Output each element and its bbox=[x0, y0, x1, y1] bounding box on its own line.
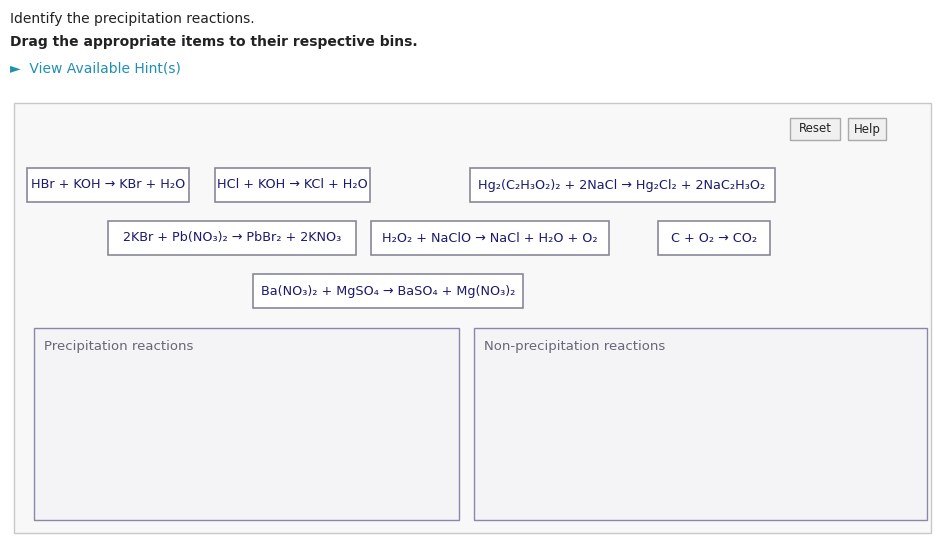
Bar bbox=[108, 221, 356, 255]
Text: Reset: Reset bbox=[798, 122, 831, 136]
Text: Hg₂(C₂H₃O₂)₂ + 2NaCl → Hg₂Cl₂ + 2NaC₂H₃O₂: Hg₂(C₂H₃O₂)₂ + 2NaCl → Hg₂Cl₂ + 2NaC₂H₃O… bbox=[478, 178, 765, 192]
Text: Precipitation reactions: Precipitation reactions bbox=[44, 340, 194, 353]
Bar bbox=[474, 328, 926, 520]
Bar bbox=[847, 118, 885, 140]
Text: HCl + KOH → KCl + H₂O: HCl + KOH → KCl + H₂O bbox=[216, 178, 367, 192]
Bar bbox=[657, 221, 769, 255]
Text: C + O₂ → CO₂: C + O₂ → CO₂ bbox=[670, 232, 756, 244]
Text: Identify the precipitation reactions.: Identify the precipitation reactions. bbox=[10, 12, 254, 26]
Bar bbox=[34, 328, 459, 520]
Bar bbox=[469, 168, 774, 202]
Bar bbox=[27, 168, 189, 202]
Text: HBr + KOH → KBr + H₂O: HBr + KOH → KBr + H₂O bbox=[31, 178, 185, 192]
Text: Ba(NO₃)₂ + MgSO₄ → BaSO₄ + Mg(NO₃)₂: Ba(NO₃)₂ + MgSO₄ → BaSO₄ + Mg(NO₃)₂ bbox=[261, 284, 514, 298]
Text: Help: Help bbox=[852, 122, 880, 136]
Text: Drag the appropriate items to their respective bins.: Drag the appropriate items to their resp… bbox=[10, 35, 417, 49]
Text: H₂O₂ + NaClO → NaCl + H₂O + O₂: H₂O₂ + NaClO → NaCl + H₂O + O₂ bbox=[381, 232, 598, 244]
Bar bbox=[214, 168, 369, 202]
Text: ►  View Available Hint(s): ► View Available Hint(s) bbox=[10, 62, 180, 76]
Bar bbox=[14, 103, 930, 533]
Bar bbox=[371, 221, 608, 255]
Bar bbox=[789, 118, 839, 140]
Text: 2KBr + Pb(NO₃)₂ → PbBr₂ + 2KNO₃: 2KBr + Pb(NO₃)₂ → PbBr₂ + 2KNO₃ bbox=[123, 232, 341, 244]
Text: Non-precipitation reactions: Non-precipitation reactions bbox=[483, 340, 665, 353]
Bar bbox=[253, 274, 522, 308]
